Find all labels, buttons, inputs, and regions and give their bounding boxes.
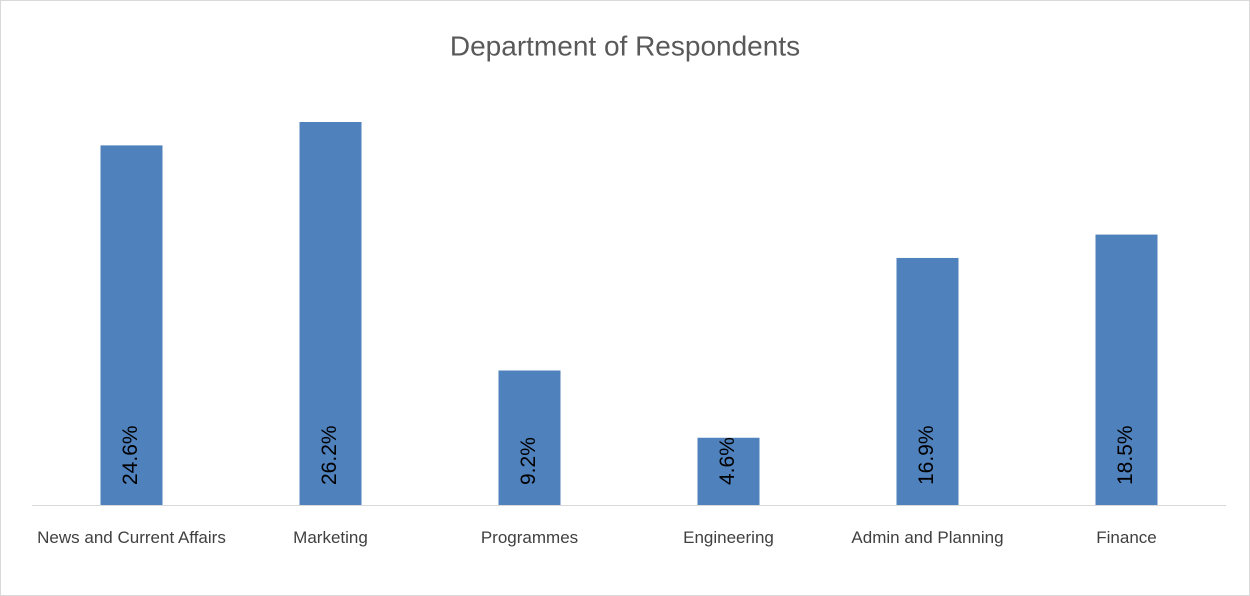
x-tick-label: News and Current Affairs <box>37 528 226 547</box>
data-label: 26.2% <box>318 425 341 485</box>
chart-title: Department of Respondents <box>450 30 800 61</box>
data-label: 9.2% <box>517 437 540 485</box>
data-label: 16.9% <box>915 425 938 485</box>
data-label: 4.6% <box>716 437 739 485</box>
bar <box>498 370 561 505</box>
x-tick-label: Finance <box>1096 528 1157 547</box>
bar <box>299 122 362 505</box>
x-tick-label: Admin and Planning <box>851 528 1004 547</box>
bar <box>896 257 959 505</box>
data-label: 24.6% <box>119 425 142 485</box>
bar <box>100 145 163 505</box>
bar <box>1095 234 1158 505</box>
x-tick-label: Engineering <box>683 528 774 547</box>
bar <box>697 437 760 505</box>
x-tick-label: Marketing <box>293 528 368 547</box>
data-label: 18.5% <box>1114 425 1137 485</box>
x-tick-label: Programmes <box>480 528 579 547</box>
